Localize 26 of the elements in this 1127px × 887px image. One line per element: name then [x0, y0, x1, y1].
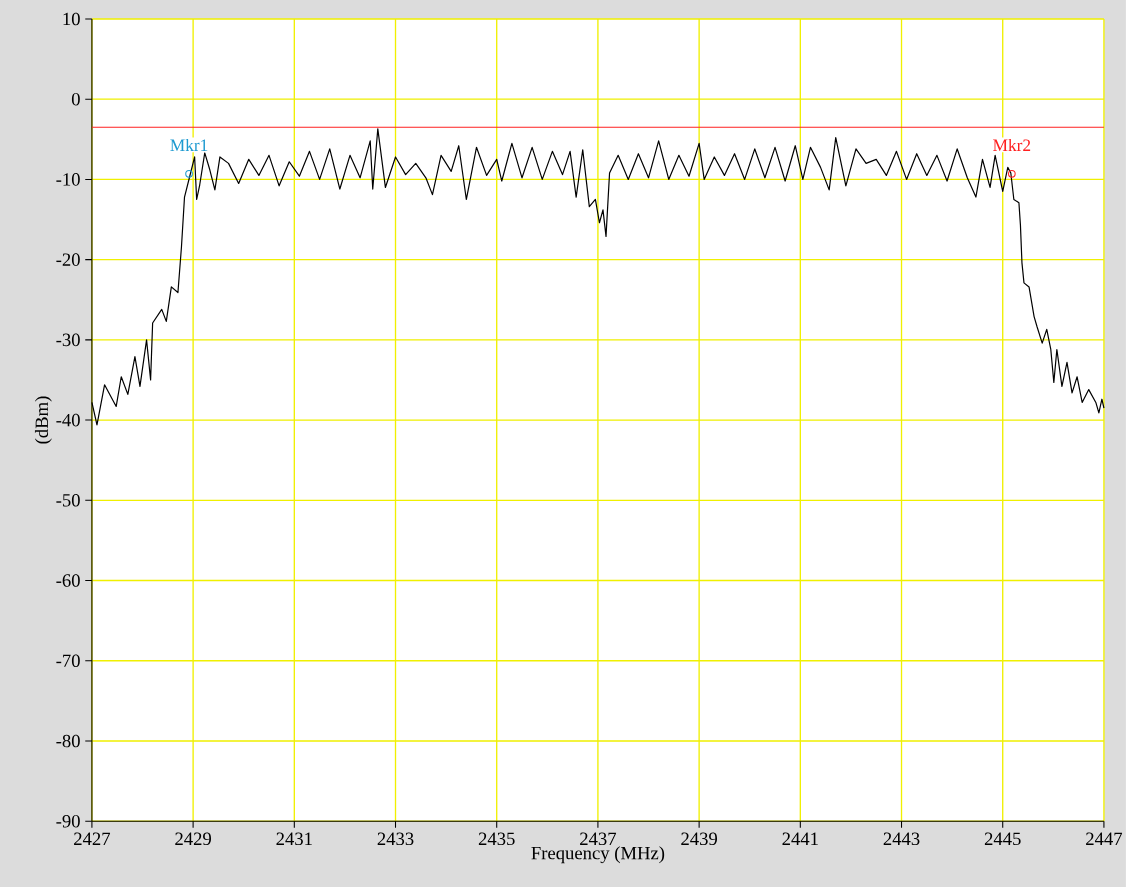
x-tick-label: 2429: [175, 832, 211, 846]
y-tick-label: -10: [56, 173, 80, 186]
y-tick-label: -70: [56, 654, 80, 667]
x-tick-label: 2439: [681, 832, 718, 846]
x-tick-label: 2433: [377, 832, 414, 846]
y-axis-title: (dBm): [34, 396, 52, 444]
x-tick-label: 2443: [883, 832, 920, 846]
x-tick-label: 2437: [580, 832, 617, 846]
y-tick-label: -30: [56, 333, 80, 347]
y-tick-label: -20: [56, 253, 80, 266]
y-tick-label: -50: [56, 493, 80, 507]
x-axis-title: Frequency (MHz): [531, 846, 665, 864]
x-tick-label: 2447: [1086, 832, 1123, 845]
y-tick-label: -60: [56, 574, 80, 587]
x-tick-label: 2427: [74, 832, 111, 845]
y-tick-label: 0: [71, 92, 80, 106]
x-tick-label: 2431: [276, 832, 312, 846]
y-tick-label: -90: [56, 814, 80, 828]
x-tick-label: 2441: [782, 832, 818, 845]
y-tick-label: 10: [63, 12, 80, 26]
x-tick-label: 2435: [478, 832, 515, 846]
y-tick-label: -80: [56, 734, 80, 748]
series-label: Mkr2: [993, 138, 1031, 151]
y-tick-label: -40: [56, 413, 80, 427]
x-tick-label: 2445: [984, 832, 1021, 846]
series-label: Mkr1: [170, 138, 208, 151]
